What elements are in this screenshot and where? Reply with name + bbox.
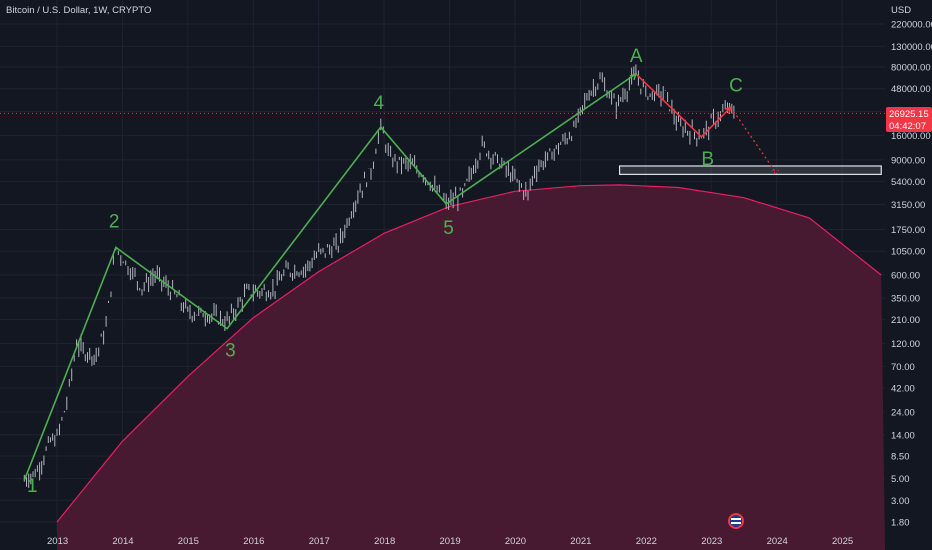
wave-labels: 1 2 3 4 5 A B C bbox=[27, 46, 743, 497]
target-zone-box bbox=[618, 165, 882, 175]
x-tick-label-9: 2022 bbox=[636, 536, 657, 547]
x-axis[interactable]: 2013 2014 2015 2016 2017 2018 2019 2020 2021 2022… bbox=[47, 536, 853, 547]
wave-lines bbox=[23, 72, 781, 481]
y-tick-label-1: 130000.00 bbox=[891, 42, 932, 53]
x-tick-label-7: 2020 bbox=[505, 536, 526, 547]
x-tick-label-1: 2014 bbox=[112, 536, 133, 547]
y-tick-label-7: 5400.00 bbox=[891, 177, 925, 188]
support-curve bbox=[56, 184, 885, 550]
y-tick-label-8: 3150.00 bbox=[891, 200, 925, 211]
y-tick-label-10: 1050.00 bbox=[891, 247, 925, 258]
x-tick-label-6: 2019 bbox=[440, 536, 461, 547]
chart-title: Bitcoin / U.S. Dollar, 1W, CRYPTO bbox=[6, 5, 151, 16]
y-tick-label-6: 9000.00 bbox=[891, 155, 925, 166]
price-badge: 26925.15 04:42:07 bbox=[886, 107, 932, 132]
price-badge-countdown: 04:42:07 bbox=[889, 121, 926, 132]
y-tick-label-22: 1.80 bbox=[891, 518, 910, 529]
y-tick-label-17: 24.00 bbox=[891, 407, 915, 418]
target-zone bbox=[618, 165, 882, 175]
y-tick-label-20: 5.00 bbox=[891, 474, 910, 485]
y-tick-label-16: 42.00 bbox=[891, 384, 915, 395]
correction-wave-line bbox=[635, 73, 732, 138]
wave-label-1: 1 bbox=[27, 476, 38, 497]
wave-label-3: 3 bbox=[225, 341, 236, 362]
y-tick-label-15: 70.00 bbox=[891, 362, 915, 373]
y-tick-label-18: 14.00 bbox=[891, 430, 915, 441]
y-tick-label-13: 210.00 bbox=[891, 315, 920, 326]
wave-label-B: B bbox=[701, 149, 714, 170]
y-tick-label-19: 8.50 bbox=[891, 452, 910, 463]
x-tick-label-3: 2016 bbox=[243, 536, 264, 547]
y-tick-label-12: 350.00 bbox=[891, 293, 920, 304]
support-curve-fill bbox=[57, 184, 885, 550]
y-tick-label-5: 16000.00 bbox=[891, 131, 931, 142]
y-tick-label-0: 220000.00 bbox=[891, 20, 932, 31]
correction-arrow-head bbox=[724, 106, 732, 114]
x-tick-label-10: 2023 bbox=[701, 536, 722, 547]
x-tick-label-8: 2021 bbox=[570, 536, 591, 547]
wave-label-4: 4 bbox=[374, 93, 385, 114]
y-tick-label-11: 600.00 bbox=[891, 271, 920, 282]
x-tick-label-12: 2025 bbox=[832, 536, 853, 547]
price-badge-value: 26925.15 bbox=[889, 109, 929, 120]
y-tick-label-14: 120.00 bbox=[891, 339, 920, 350]
news-flag-icon[interactable] bbox=[728, 513, 744, 529]
y-tick-label-21: 3.00 bbox=[891, 496, 910, 507]
projection-line bbox=[730, 106, 778, 175]
wave-label-C: C bbox=[729, 75, 743, 96]
x-tick-label-4: 2017 bbox=[309, 536, 330, 547]
support-curve-line bbox=[56, 184, 882, 523]
impulse-wave-line bbox=[23, 73, 637, 481]
projection-arrow-head bbox=[771, 168, 781, 175]
impulse-arrow-head bbox=[629, 72, 638, 81]
x-tick-label-5: 2018 bbox=[374, 536, 395, 547]
wave-label-2: 2 bbox=[109, 211, 120, 232]
wave-label-5: 5 bbox=[443, 218, 454, 239]
price-badge-bg bbox=[886, 107, 932, 132]
y-axis[interactable]: 220000.00130000.0080000.0048000.0028000.… bbox=[891, 20, 932, 529]
y-tick-label-9: 1750.00 bbox=[891, 225, 925, 236]
x-tick-label-11: 2024 bbox=[767, 536, 788, 547]
y-tick-label-2: 80000.00 bbox=[891, 63, 931, 74]
x-tick-label-0: 2013 bbox=[47, 536, 68, 547]
y-tick-label-3: 48000.00 bbox=[891, 84, 931, 95]
wave-label-A: A bbox=[630, 46, 643, 67]
x-tick-label-2: 2015 bbox=[178, 536, 199, 547]
currency-label: USD bbox=[891, 5, 911, 16]
